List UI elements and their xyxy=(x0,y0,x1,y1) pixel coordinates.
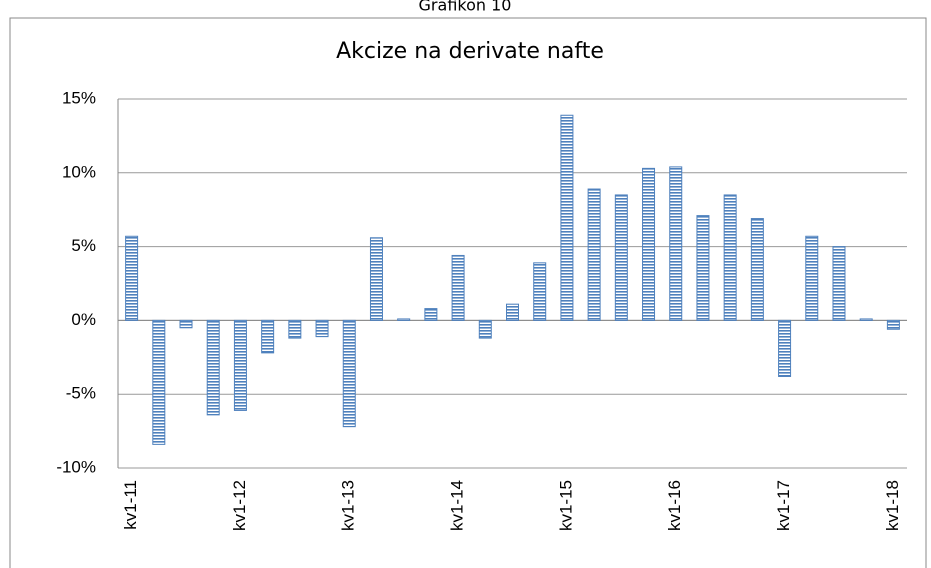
chart-title: Akcize na derivate nafte xyxy=(336,39,604,64)
bar xyxy=(533,262,547,321)
bar xyxy=(342,319,356,428)
bar xyxy=(805,235,819,321)
y-tick-label: -10% xyxy=(56,457,96,476)
bar xyxy=(642,167,656,321)
x-tick-label: kv1-14 xyxy=(448,480,467,531)
bar xyxy=(587,188,601,321)
bar xyxy=(614,194,628,321)
bar xyxy=(723,194,737,321)
bar xyxy=(152,319,166,445)
x-tick-label: kv1-11 xyxy=(121,480,140,530)
x-tick-label: kv1-15 xyxy=(556,480,575,531)
y-tick-label: 10% xyxy=(62,162,96,181)
bar xyxy=(669,166,683,321)
bar xyxy=(424,308,438,321)
x-tick-label: kv1-13 xyxy=(339,480,358,531)
y-tick-label: 15% xyxy=(62,88,96,107)
bar xyxy=(125,235,139,321)
bar xyxy=(778,319,792,377)
bar xyxy=(315,319,329,338)
x-tick-label: kv1-16 xyxy=(665,480,684,531)
heading: Grafikon 10 xyxy=(419,0,512,15)
bar xyxy=(261,319,275,354)
y-tick-label: 0% xyxy=(71,310,96,329)
bar xyxy=(560,114,574,321)
x-tick-label: kv1-17 xyxy=(774,480,793,531)
y-tick-label: 5% xyxy=(71,236,96,255)
bar xyxy=(206,319,220,416)
bar xyxy=(451,254,465,321)
y-tick-label: -5% xyxy=(66,384,96,403)
bar xyxy=(859,318,873,321)
bar xyxy=(886,319,900,330)
bar xyxy=(179,319,193,329)
bar xyxy=(506,303,519,321)
bar xyxy=(832,246,846,321)
bar xyxy=(397,318,411,321)
bar xyxy=(233,319,247,411)
bar xyxy=(750,218,764,321)
bar xyxy=(696,215,710,321)
bar xyxy=(478,319,492,339)
bar xyxy=(369,237,383,321)
x-tick-label: kv1-18 xyxy=(883,480,902,531)
chart-frame xyxy=(9,17,927,568)
bar xyxy=(288,319,302,339)
x-tick-label: kv1-12 xyxy=(230,480,249,531)
